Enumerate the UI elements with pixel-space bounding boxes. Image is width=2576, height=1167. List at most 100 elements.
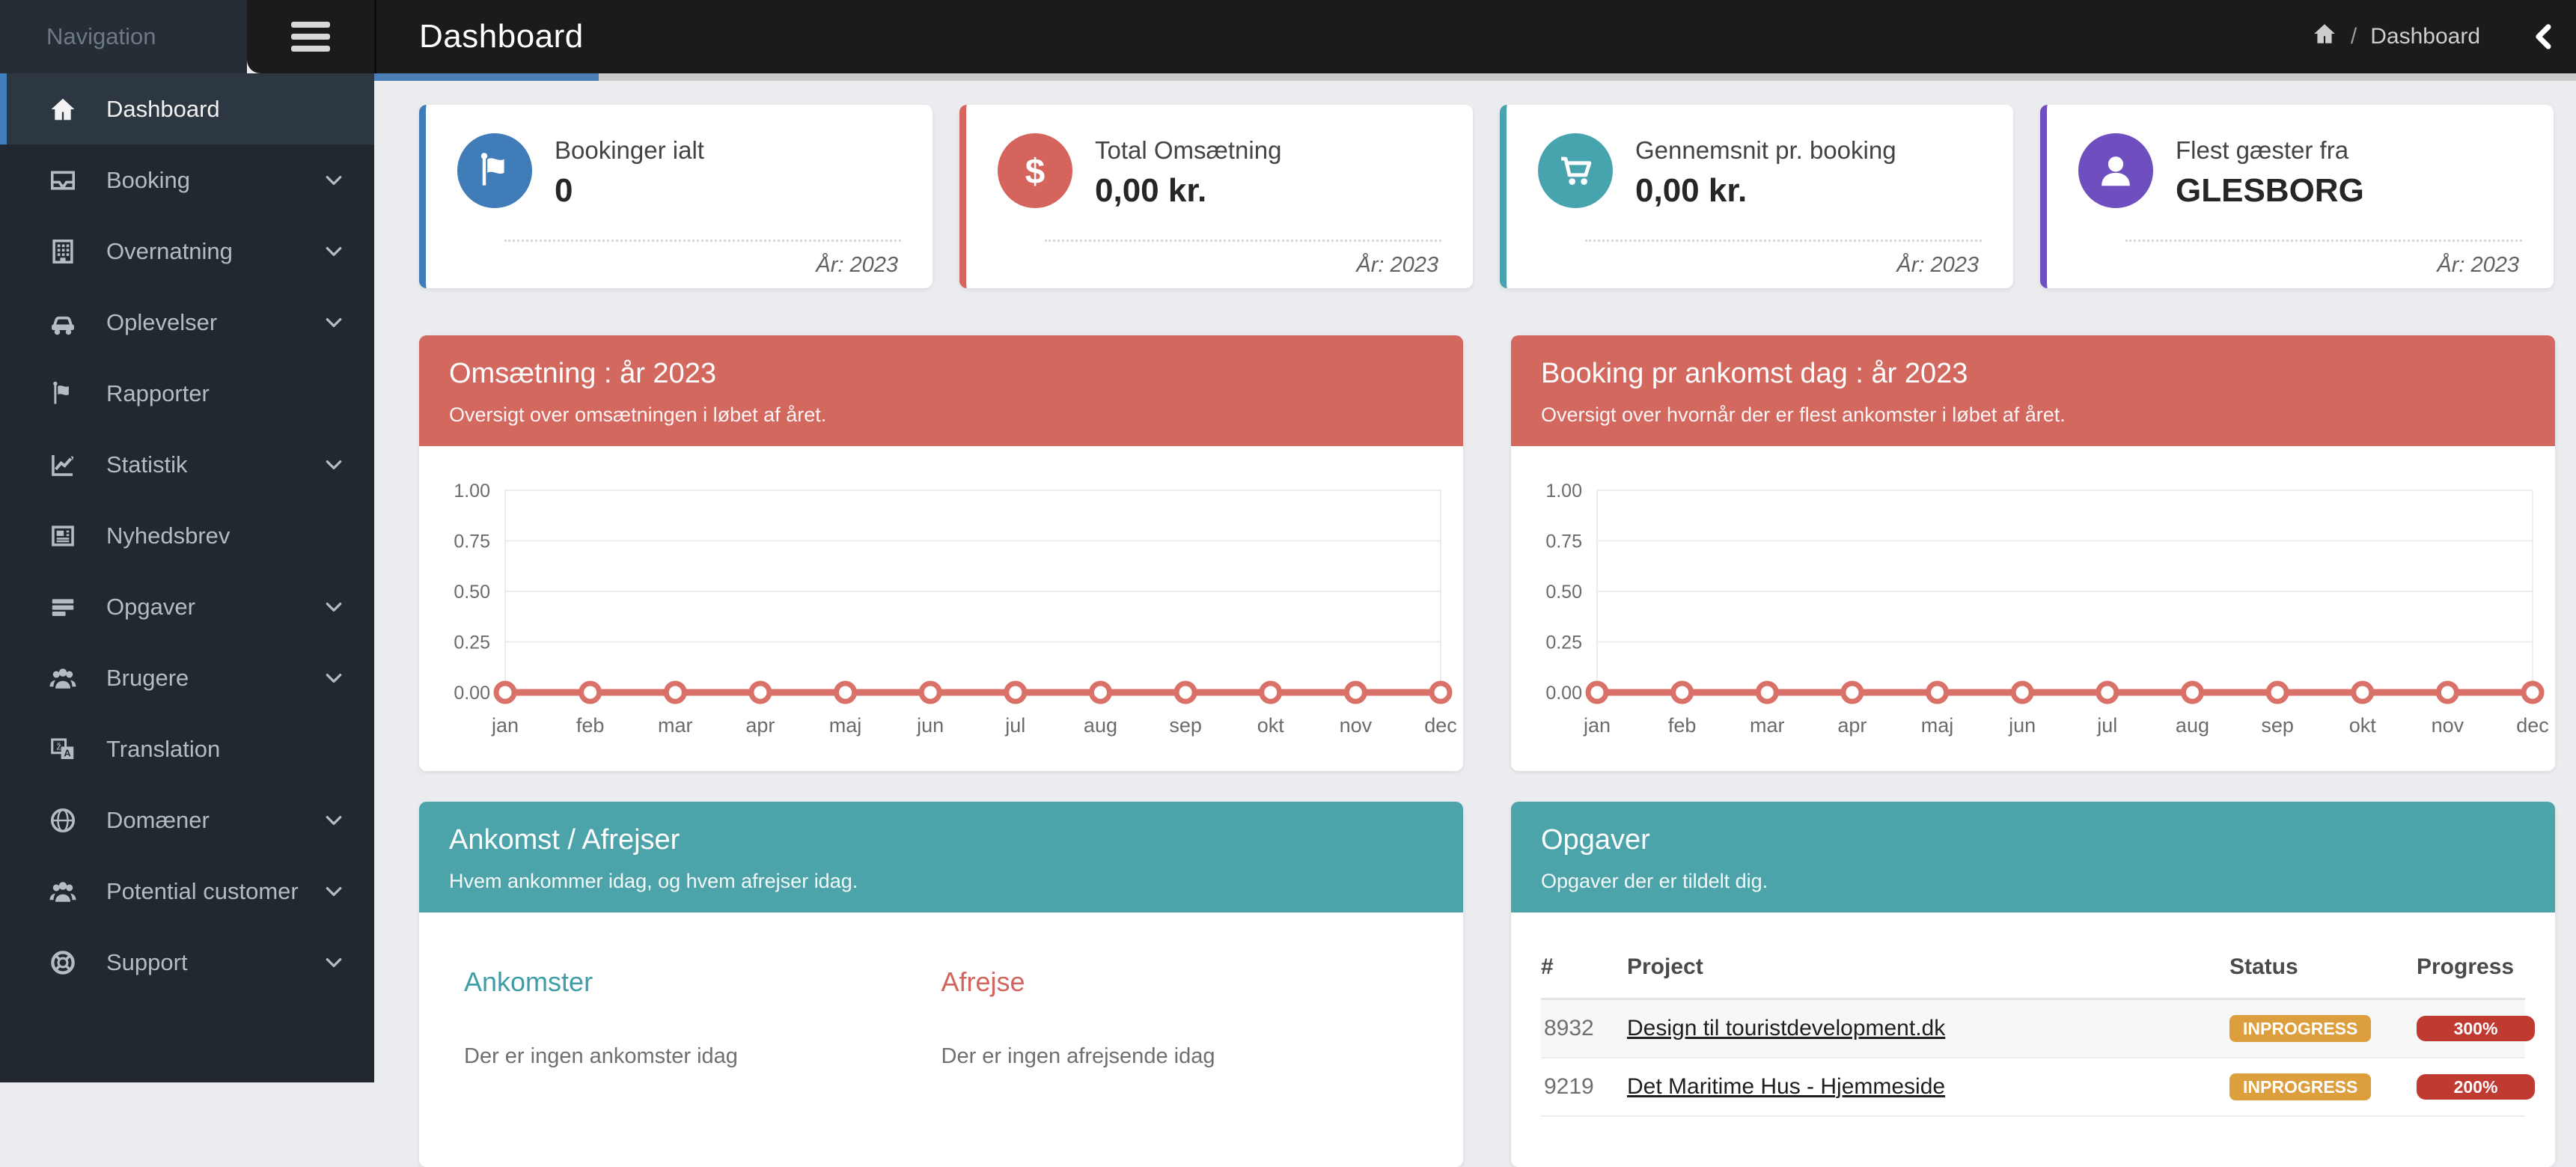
task-status-cell: INPROGRESS: [2229, 999, 2417, 1058]
svg-text:A: A: [64, 747, 71, 758]
task-project-link[interactable]: Design til touristdevelopment.dk: [1627, 1015, 1946, 1040]
users-icon: [39, 663, 87, 693]
revenue-chart-panel: Omsætning : år 2023 Oversigt over omsætn…: [419, 335, 1463, 771]
sidebar-item-potential-customer[interactable]: Potential customer: [0, 856, 374, 927]
sidebar-item-translation[interactable]: ž A Translation: [0, 713, 374, 784]
newspaper-icon: [39, 522, 87, 550]
svg-text:feb: feb: [576, 714, 605, 737]
task-id: 8932: [1541, 999, 1627, 1058]
stat-card-value: 0,00 kr.: [1095, 172, 1207, 209]
divider: [1585, 240, 1982, 242]
task-project-link[interactable]: Det Maritime Hus - Hjemmeside: [1627, 1073, 1946, 1099]
svg-text:0.50: 0.50: [1545, 582, 1582, 603]
svg-text:apr: apr: [1837, 714, 1867, 737]
sidebar-item-statistik[interactable]: Statistik: [0, 429, 374, 500]
stat-card-label: Total Omsætning: [1095, 136, 1282, 164]
breadcrumb-current[interactable]: Dashboard: [2370, 24, 2480, 49]
sidebar-item-support[interactable]: Support: [0, 927, 374, 998]
breadcrumb-separator: /: [2350, 24, 2357, 49]
stat-card-label: Flest gæster fra: [2176, 136, 2349, 164]
sidebar-item-nyhedsbrev[interactable]: Nyhedsbrev: [0, 500, 374, 571]
status-badge: INPROGRESS: [2229, 1073, 2372, 1100]
departures-heading: Afrejse: [941, 966, 1025, 997]
stat-card-2: Gennemsnit pr. booking 0,00 kr. År: 2023: [1500, 105, 2013, 288]
panel-subtitle: Hvem ankommer idag, og hvem afrejser ida…: [449, 870, 858, 892]
tasks-panel: Opgaver Opgaver der er tildelt dig. # Pr…: [1511, 802, 2555, 1167]
stat-card-year: År: 2023: [2437, 253, 2519, 277]
stat-card-year: År: 2023: [1896, 253, 1979, 277]
users-icon: [39, 877, 87, 907]
svg-text:sep: sep: [1169, 714, 1202, 737]
chevron-down-icon: [325, 885, 343, 898]
chevron-down-icon: [325, 174, 343, 187]
sidebar-item-brugere[interactable]: Brugere: [0, 642, 374, 713]
arrivals-empty-text: Der er ingen ankomster idag: [464, 1044, 738, 1068]
svg-text:1.00: 1.00: [1545, 481, 1582, 502]
sidebar-toggle-button[interactable]: [247, 0, 374, 73]
sidebar-item-label: Booking: [106, 166, 191, 193]
arrivals-panel-body: Ankomster Der er ingen ankomster idag Af…: [419, 912, 1463, 1167]
tab-strip: [374, 73, 2576, 81]
task-project-cell: Design til touristdevelopment.dk: [1627, 999, 2229, 1058]
task-row: 9219 Det Maritime Hus - Hjemmeside INPROGR…: [1541, 1057, 2535, 1117]
departures-column: Afrejse Der er ingen afrejsende idag: [941, 966, 1419, 1167]
svg-text:dec: dec: [1424, 714, 1457, 737]
arrivals-panel-header: Ankomst / Afrejser Hvem ankommer idag, o…: [419, 802, 1463, 912]
sidebar-item-domæner[interactable]: Domæner: [0, 784, 374, 856]
svg-text:apr: apr: [745, 714, 775, 737]
svg-text:sep: sep: [2261, 714, 2294, 737]
flag-white-icon: [457, 133, 532, 208]
panel-title: Omsætning : år 2023: [449, 358, 716, 389]
svg-text:1.00: 1.00: [454, 481, 490, 502]
sidebar-nav: Dashboard Booking Overnatning Oplevelser Rap…: [0, 73, 374, 1082]
dollar-icon: $: [998, 133, 1072, 208]
svg-text:aug: aug: [2176, 714, 2209, 737]
col-header-progress: Progress: [2417, 954, 2525, 1000]
sidebar-item-label: Overnatning: [106, 237, 233, 264]
task-row: 8932 Design til touristdevelopment.dk INPR…: [1541, 999, 2535, 1058]
sidebar-item-booking[interactable]: Booking: [0, 144, 374, 216]
svg-text:0.00: 0.00: [1545, 683, 1582, 704]
svg-text:nov: nov: [1340, 714, 1373, 737]
stat-card-year: År: 2023: [816, 253, 898, 277]
panel-title: Ankomst / Afrejser: [449, 824, 680, 856]
svg-text:0.00: 0.00: [454, 683, 490, 704]
sidebar-item-label: Dashboard: [106, 95, 220, 122]
sidebar-item-label: Domæner: [106, 806, 210, 833]
sidebar-item-label: Opgaver: [106, 593, 195, 620]
svg-text:nov: nov: [2432, 714, 2464, 737]
sidebar-item-rapporter[interactable]: Rapporter: [0, 358, 374, 429]
stat-card-label: Gennemsnit pr. booking: [1635, 136, 1896, 164]
sidebar-item-label: Oplevelser: [106, 308, 218, 335]
chevron-left-icon: [2536, 24, 2551, 49]
sidebar-logo: Navigation: [0, 0, 247, 73]
svg-text:maj: maj: [1921, 714, 1954, 737]
panel-title: Opgaver: [1541, 824, 1650, 856]
hamburger-icon: [291, 22, 330, 52]
home-icon[interactable]: [2312, 21, 2337, 52]
panel-subtitle: Oversigt over omsætningen i løbet af åre…: [449, 403, 827, 426]
sidebar-item-overnatning[interactable]: Overnatning: [0, 216, 374, 287]
chevron-down-icon: [325, 245, 343, 258]
svg-text:0.25: 0.25: [1545, 633, 1582, 653]
divider: [504, 240, 901, 242]
sidebar-item-label: Statistik: [106, 451, 188, 478]
svg-text:okt: okt: [2349, 714, 2377, 737]
departures-empty-text: Der er ingen afrejsende idag: [941, 1044, 1215, 1068]
sidebar-item-opgaver[interactable]: Opgaver: [0, 571, 374, 642]
task-project-cell: Det Maritime Hus - Hjemmeside: [1627, 1057, 2229, 1117]
control-sidebar-toggle[interactable]: [2530, 0, 2558, 73]
chevron-down-icon: [325, 316, 343, 329]
stat-card-0: Bookinger ialt 0 År: 2023: [419, 105, 933, 288]
user-white-icon: [2078, 133, 2153, 208]
tasks-panel-header: Opgaver Opgaver der er tildelt dig.: [1511, 802, 2555, 912]
sidebar-item-label: Translation: [106, 735, 221, 762]
sidebar-item-oplevelser[interactable]: Oplevelser: [0, 287, 374, 358]
panel-subtitle: Oversigt over hvornår der er flest ankom…: [1541, 403, 2066, 426]
svg-text:0.75: 0.75: [454, 531, 490, 552]
stat-card-1: $ Total Omsætning 0,00 kr. År: 2023: [959, 105, 1473, 288]
sidebar-item-dashboard[interactable]: Dashboard: [0, 73, 374, 144]
arrivals-column: Ankomster Der er ingen ankomster idag: [464, 966, 941, 1167]
